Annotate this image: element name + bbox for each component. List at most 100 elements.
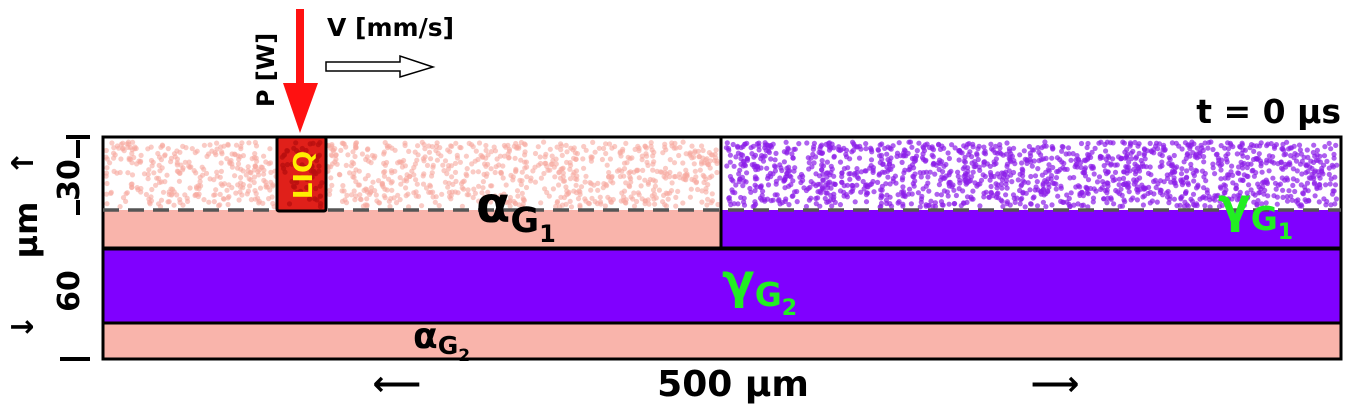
- alpha-powder-particle: [542, 186, 548, 192]
- alpha-powder-particle: [464, 192, 470, 198]
- gamma-powder-particle: [724, 140, 730, 146]
- alpha-powder-particle: [446, 180, 452, 186]
- alpha-powder-particle: [160, 143, 166, 149]
- gamma-powder-particle: [1271, 143, 1278, 149]
- gamma-powder-particle: [1098, 186, 1104, 192]
- alpha-powder-particle: [263, 184, 269, 190]
- alpha-powder-particle: [129, 184, 135, 191]
- alpha-powder-particle: [623, 140, 629, 146]
- alpha-powder-particle: [111, 150, 117, 156]
- alpha-powder-particle: [447, 149, 453, 155]
- gamma-powder-particle: [770, 171, 776, 177]
- alpha-powder-particle: [530, 168, 536, 174]
- alpha-powder-particle: [353, 140, 359, 146]
- gamma-powder-particle: [1266, 168, 1272, 174]
- gamma-powder-particle: [929, 152, 935, 158]
- gamma-powder-particle: [1326, 140, 1332, 146]
- gamma-powder-particle: [1134, 186, 1140, 193]
- gamma-powder-particle: [1201, 159, 1207, 165]
- alpha-powder-particle: [352, 153, 358, 160]
- alpha-powder-particle: [197, 179, 203, 185]
- gamma-powder-particle: [1218, 176, 1224, 182]
- gamma-powder-particle: [1251, 173, 1257, 179]
- alpha-powder-particle: [145, 171, 151, 177]
- gamma-powder-particle: [1265, 141, 1271, 147]
- melt-pool-particle: [281, 165, 287, 172]
- alpha-powder-particle: [129, 150, 135, 157]
- alpha-powder-particle: [368, 190, 374, 196]
- alpha-powder-particle: [389, 187, 395, 193]
- alpha-powder-particle: [343, 162, 349, 168]
- gamma-powder-particle: [1079, 202, 1085, 209]
- gamma-powder-particle: [1161, 179, 1167, 185]
- gamma-powder-particle: [1054, 155, 1060, 161]
- alpha-powder-particle: [567, 198, 573, 204]
- alpha-powder-particle: [581, 165, 587, 171]
- gamma-powder-particle: [992, 150, 998, 156]
- alpha-powder-particle: [519, 190, 525, 196]
- gamma-powder-particle: [1103, 148, 1109, 154]
- alpha-powder-particle: [574, 151, 581, 157]
- gamma-powder-particle: [1193, 151, 1199, 157]
- alpha-powder-particle: [174, 162, 180, 168]
- gamma-powder-particle: [1040, 182, 1046, 188]
- gamma-powder-particle: [1303, 198, 1309, 204]
- alpha-powder-particle: [660, 199, 666, 205]
- gamma-powder-particle: [778, 165, 784, 171]
- alpha-powder-particle: [248, 197, 254, 203]
- gamma-powder-particle: [1004, 163, 1010, 169]
- gamma-powder-particle: [1332, 182, 1339, 188]
- gamma-powder-particle: [1121, 197, 1127, 203]
- gamma-powder-particle: [790, 178, 796, 184]
- gamma-powder-particle: [1203, 178, 1209, 184]
- gamma-powder-particle: [1244, 154, 1251, 160]
- alpha-powder-particle: [261, 153, 267, 159]
- gamma-powder-particle: [969, 174, 975, 180]
- gamma-powder-particle: [1317, 175, 1323, 181]
- alpha-powder-particle: [148, 194, 154, 200]
- alpha-powder-particle: [334, 161, 340, 167]
- gamma-powder-particle: [1010, 169, 1017, 176]
- alpha-powder-particle: [638, 183, 644, 189]
- gamma-powder-particle: [733, 182, 739, 188]
- alpha-powder-particle: [627, 174, 633, 180]
- alpha-powder-particle: [546, 193, 552, 199]
- alpha-powder-particle: [575, 196, 582, 202]
- alpha-powder-particle: [514, 145, 520, 151]
- gamma-powder-particle: [894, 150, 901, 156]
- alpha-powder-particle: [399, 159, 405, 165]
- alpha-powder-particle: [475, 169, 481, 175]
- alpha-powder-particle: [364, 154, 370, 160]
- gamma-powder-particle: [1311, 169, 1317, 175]
- alpha-powder-particle: [415, 143, 421, 149]
- gamma-powder-particle: [1185, 151, 1191, 157]
- gamma-powder-particle: [735, 201, 741, 207]
- gamma-powder-particle: [1043, 191, 1049, 197]
- gamma-powder-particle: [1246, 182, 1252, 188]
- alpha-powder-particle: [567, 176, 574, 182]
- gamma-powder-particle: [1087, 185, 1094, 192]
- alpha-powder-particle: [547, 167, 553, 173]
- alpha-powder-particle: [547, 146, 553, 152]
- alpha-powder-particle: [675, 188, 681, 194]
- alpha-powder-particle: [586, 201, 593, 207]
- melt-pool-particle: [299, 162, 305, 168]
- gamma-powder-particle: [886, 161, 893, 167]
- alpha-powder-particle: [554, 198, 561, 205]
- gamma-powder-particle: [806, 197, 813, 203]
- gamma-powder-particle: [912, 178, 918, 184]
- gamma-powder-particle: [1255, 198, 1261, 204]
- alpha-powder-particle: [618, 198, 624, 204]
- gamma-powder-particle: [1054, 169, 1060, 175]
- alpha-powder-particle: [715, 201, 721, 208]
- gamma-powder-particle: [896, 140, 902, 146]
- gamma-powder-particle: [1140, 202, 1146, 208]
- gamma-powder-particle: [1311, 180, 1318, 186]
- gamma-powder-particle: [1085, 177, 1092, 183]
- gamma-powder-particle: [1133, 155, 1139, 161]
- gamma-powder-particle: [1089, 149, 1095, 155]
- alpha-powder-particle: [159, 165, 165, 171]
- gamma-powder-particle: [948, 168, 954, 174]
- gamma-powder-particle: [1126, 159, 1132, 165]
- gamma-powder-particle: [1191, 178, 1197, 184]
